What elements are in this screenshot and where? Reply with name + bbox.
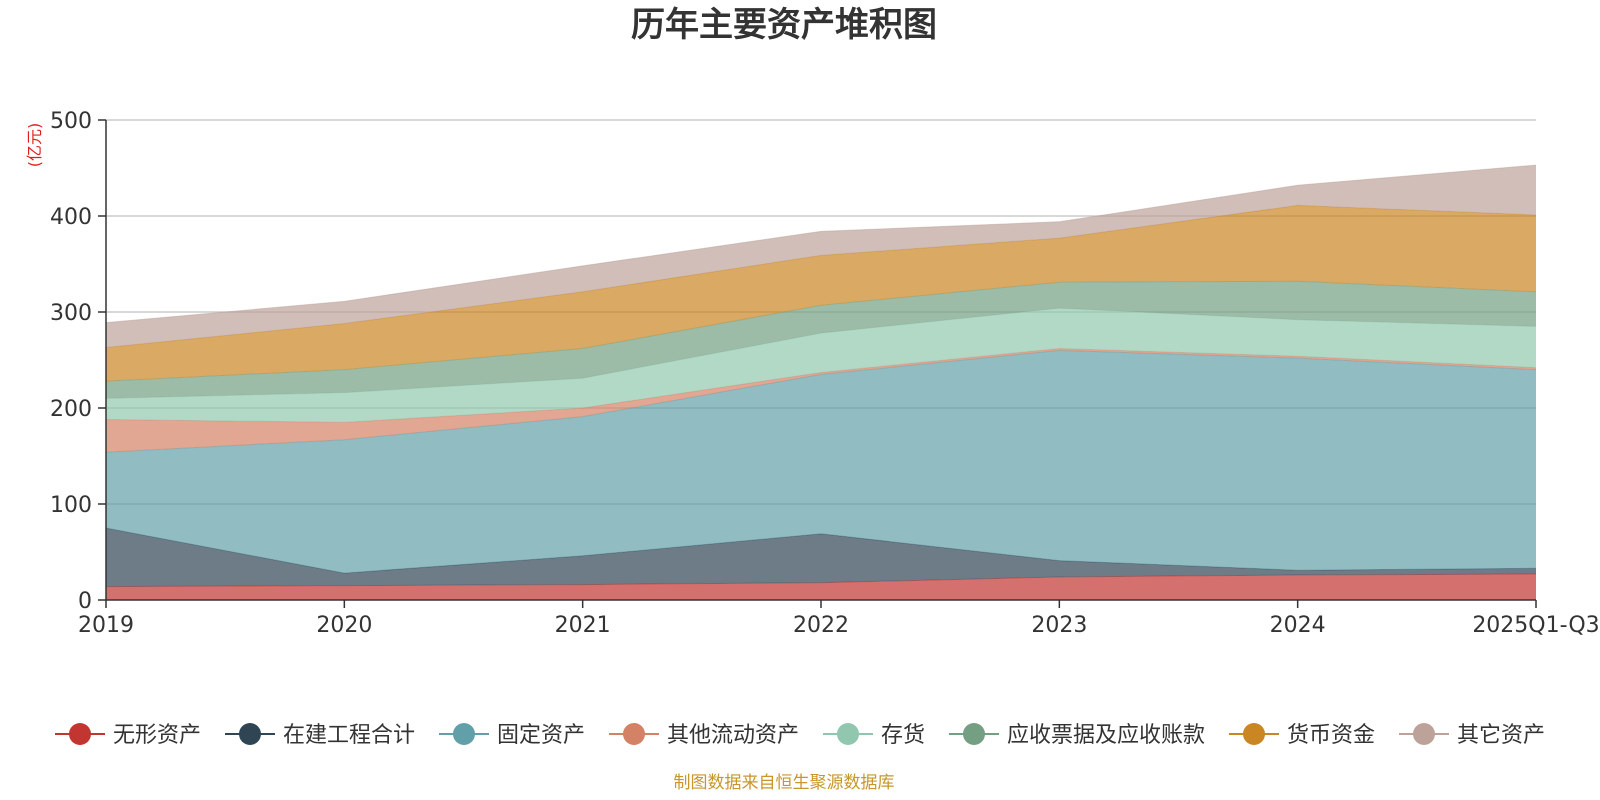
area-固定资产 (106, 350, 1536, 574)
legend-circle-icon (623, 723, 645, 745)
source-note: 制图数据来自恒生聚源数据库 (674, 773, 895, 793)
x-tick-label: 2021 (555, 613, 611, 638)
legend-item[interactable]: 固定资产 (439, 723, 585, 748)
legend-label: 其它资产 (1457, 723, 1545, 748)
axes: 0 100 200 300 400 500 2019 2020 2021 2022 2023 2024… (50, 109, 1600, 638)
legend-label: 固定资产 (497, 723, 585, 748)
legend-item[interactable]: 在建工程合计 (225, 723, 415, 748)
area-无形资产 (106, 574, 1536, 600)
chart-title: 历年主要资产堆积图 (631, 5, 937, 45)
legend-item[interactable]: 其它资产 (1399, 723, 1545, 748)
area-存货 (106, 308, 1536, 423)
y-tick-label: 400 (50, 205, 92, 230)
legend-circle-icon (963, 723, 985, 745)
x-tick-label: 2022 (793, 613, 849, 638)
legend-label: 货币资金 (1287, 723, 1375, 748)
y-tick-label: 300 (50, 301, 92, 326)
y-tick-label: 100 (50, 493, 92, 518)
legend-label: 应收票据及应收账款 (1007, 723, 1205, 748)
x-tick-label: 2019 (78, 613, 134, 638)
legend-item[interactable]: 货币资金 (1229, 723, 1375, 748)
area-应收票据及应收账款 (106, 281, 1536, 399)
legend-circle-icon (837, 723, 859, 745)
legend-item[interactable]: 应收票据及应收账款 (949, 723, 1205, 748)
legend-label: 其他流动资产 (667, 723, 799, 748)
area-在建工程合计 (106, 528, 1536, 587)
area-其他流动资产 (106, 348, 1536, 453)
y-axis-unit-label: (亿元) (25, 123, 44, 168)
x-tick-label: 2020 (316, 613, 372, 638)
area-货币资金 (106, 205, 1536, 382)
area-其它资产 (106, 165, 1536, 348)
y-tick-label: 200 (50, 397, 92, 422)
legend-item[interactable]: 存货 (823, 723, 925, 748)
legend-circle-icon (1243, 723, 1265, 745)
legend: 无形资产 在建工程合计 固定资产 其他流动资产 存货 应收票据及应收账款 货币资金 其它资产 (55, 723, 1545, 748)
legend-label: 无形资产 (113, 723, 201, 748)
legend-item[interactable]: 其他流动资产 (609, 723, 799, 748)
legend-circle-icon (1413, 723, 1435, 745)
legend-circle-icon (453, 723, 475, 745)
y-tick-label: 0 (78, 589, 92, 614)
legend-label: 在建工程合计 (283, 723, 415, 748)
area-edge-其它资产 (105, 164, 1537, 324)
legend-circle-icon (239, 723, 261, 745)
x-tick-label: 2025Q1-Q3 (1472, 613, 1599, 638)
y-tick-label: 500 (50, 109, 92, 134)
legend-item[interactable]: 无形资产 (55, 723, 201, 748)
legend-label: 存货 (881, 723, 925, 748)
legend-circle-icon (69, 723, 91, 745)
area-series-group (105, 164, 1537, 600)
x-tick-label: 2024 (1270, 613, 1326, 638)
x-tick-label: 2023 (1031, 613, 1087, 638)
